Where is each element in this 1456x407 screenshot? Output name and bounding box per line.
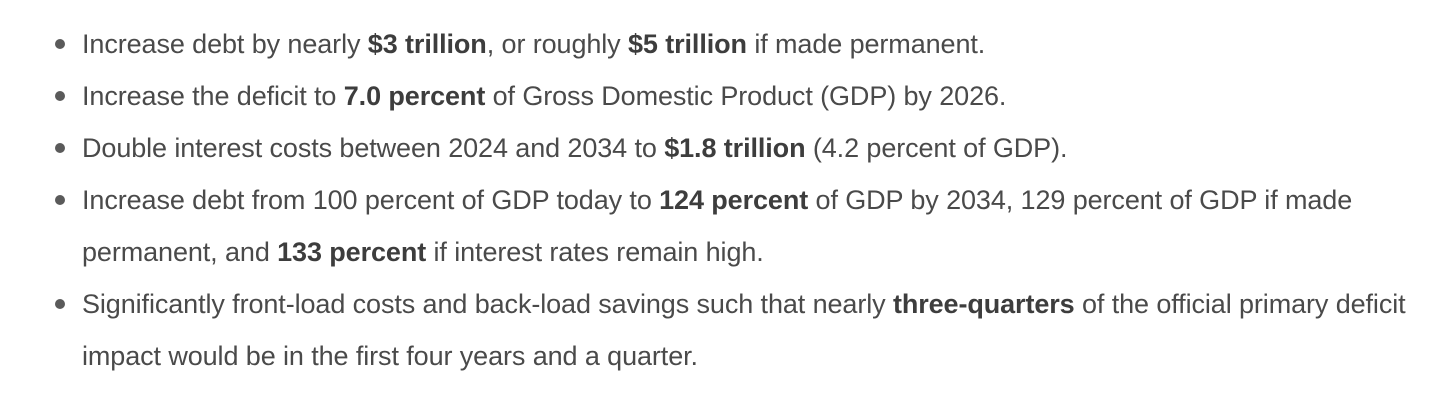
bullet-text: if interest rates remain high. <box>426 237 764 267</box>
bullet-text: Double interest costs between 2024 and 2… <box>82 133 665 163</box>
bullet-text: of the official primary deficit impact w… <box>82 289 1406 371</box>
bullet-item: Increase debt by nearly $3 trillion, or … <box>0 18 1456 70</box>
bullet-dot-icon <box>55 299 65 309</box>
bullet-text: , or roughly <box>486 29 628 59</box>
bullet-text: Increase debt from 100 percent of GDP to… <box>82 185 660 215</box>
bullet-text: of Gross Domestic Product (GDP) by 2026. <box>485 81 1007 111</box>
bullet-dot-icon <box>55 143 65 153</box>
bullet-text: Increase the deficit to <box>82 81 344 111</box>
bullet-text: Increase debt by nearly <box>82 29 368 59</box>
bullet-dot-icon <box>55 91 65 101</box>
bold-figure: $5 trillion <box>628 29 747 59</box>
bullet-text: if made permanent. <box>746 29 986 59</box>
bullet-item: Significantly front-load costs and back-… <box>0 278 1456 382</box>
bullet-item: Increase the deficit to 7.0 percent of G… <box>0 70 1456 122</box>
bold-figure: 133 percent <box>277 237 427 267</box>
bullet-dot-icon <box>55 195 65 205</box>
bold-figure: 124 percent <box>659 185 809 215</box>
bold-figure: three-quarters <box>892 289 1075 319</box>
bullet-list: Increase debt by nearly $3 trillion, or … <box>0 18 1456 382</box>
bold-figure: 7.0 percent <box>343 81 486 111</box>
bullet-text: of GDP by 2034, 129 percent of GDP if ma… <box>82 185 1353 267</box>
bold-figure: $3 trillion <box>367 29 487 59</box>
bullet-text: (4.2 percent of GDP). <box>805 133 1068 163</box>
bullet-item: Increase debt from 100 percent of GDP to… <box>0 174 1456 278</box>
bullet-dot-icon <box>55 39 65 49</box>
bold-figure: $1.8 trillion <box>664 133 806 163</box>
bullet-text: Significantly front-load costs and back-… <box>82 289 893 319</box>
bullet-item: Double interest costs between 2024 and 2… <box>0 122 1456 174</box>
